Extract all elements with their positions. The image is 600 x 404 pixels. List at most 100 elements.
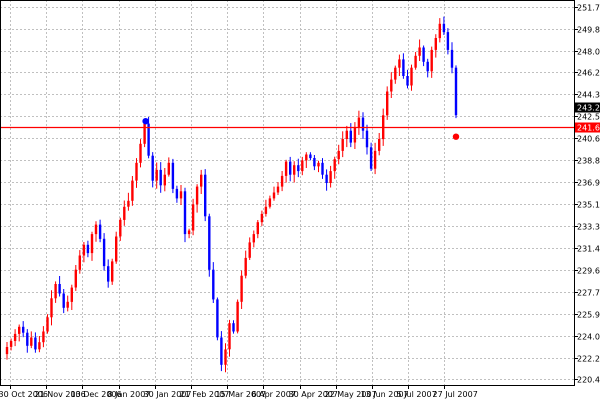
candle-body [369, 147, 373, 169]
candle-body [402, 59, 405, 76]
y-tick-label: 242.50 [577, 113, 600, 122]
candle-body [175, 188, 179, 199]
x-tick-label: 5 Jul 2007 [397, 390, 437, 399]
level-price-box [575, 122, 600, 133]
candle-body [232, 323, 235, 332]
candle-body [139, 143, 142, 163]
y-tick-label: 227.75 [577, 289, 600, 298]
candle-body [179, 191, 183, 199]
candle-body [333, 159, 336, 172]
y-tick-label: 251.70 [577, 4, 600, 13]
current-price-label: 243.27 [577, 104, 600, 113]
candle-body [284, 161, 288, 176]
candle-body [159, 169, 162, 186]
candle-body [438, 23, 441, 39]
candle-body [248, 242, 251, 258]
candle-body [86, 244, 90, 254]
candle-body [127, 200, 130, 207]
x-tick-label: 15 Mar 2007 [216, 390, 267, 399]
candle-body [50, 298, 53, 318]
candle-body [135, 162, 138, 181]
candle-body [289, 161, 292, 175]
x-tick-label: 27 Jul 2007 [433, 390, 478, 399]
y-tick-label: 233.30 [577, 223, 600, 232]
candle-body [301, 160, 304, 172]
y-tick-label: 238.80 [577, 157, 600, 166]
level-layer: 241.61 243.27 [0, 102, 600, 133]
candle-body [337, 150, 340, 160]
candle-body [325, 174, 328, 183]
candle-body [220, 337, 223, 365]
low-marker [452, 133, 460, 140]
y-tick-label: 225.90 [577, 311, 600, 320]
candle-body [378, 139, 381, 151]
candle-body [151, 155, 154, 181]
candle-body [276, 186, 280, 193]
candle-body [442, 23, 446, 33]
candle-body [74, 269, 77, 288]
candle-body [30, 337, 33, 346]
candle-body [446, 32, 450, 50]
candle-body [434, 38, 437, 50]
grid-layer [0, 0, 574, 385]
candle-body [406, 76, 409, 86]
candle-body [102, 238, 106, 267]
candle-body [204, 174, 207, 217]
candle-body [329, 171, 332, 183]
candle-body [236, 301, 239, 332]
candle-body [42, 331, 45, 343]
candle-body [410, 67, 413, 86]
x-tick-label: 13 Dec 2006 [71, 390, 122, 399]
candle-body [256, 222, 259, 235]
plot-frame [0, 0, 575, 386]
candle-body [22, 326, 25, 333]
candle-body [216, 299, 219, 338]
x-tick-label: 13 Jun 2007 [361, 390, 409, 399]
candle-body [321, 162, 324, 175]
candle-body [297, 165, 300, 172]
y-tick-label: 240.65 [577, 135, 600, 144]
y-tick-label: 249.85 [577, 26, 600, 35]
y-tick-label: 222.20 [577, 355, 600, 364]
candle-body [13, 333, 17, 341]
y-tick-label: 231.45 [577, 245, 600, 254]
candle-body [341, 139, 344, 151]
candle-body [18, 326, 21, 334]
candle-body [386, 91, 389, 116]
candle-body [62, 293, 65, 308]
candle-body [94, 224, 98, 235]
candle-body [38, 342, 41, 350]
candle-body [82, 244, 86, 256]
candle-body [195, 186, 199, 205]
x-tick-label: 30 Oct 2006 [0, 390, 48, 399]
candle-body [422, 47, 425, 62]
candle-body [224, 349, 227, 365]
candle-body [147, 123, 150, 156]
x-tick-label: 30 Apr 2007 [289, 390, 338, 399]
candle-body [361, 117, 365, 131]
candle-body [353, 127, 357, 143]
high-marker [142, 118, 149, 125]
candle-body [143, 123, 146, 144]
x-tick-label: 8 Jan 2007 [108, 390, 151, 399]
candle-body [107, 266, 110, 282]
candle-body [208, 216, 211, 270]
candle-body [66, 301, 69, 308]
y-tick-label: 224.05 [577, 333, 600, 342]
candle-body [54, 284, 57, 299]
candle-body [58, 284, 61, 294]
candle-body [313, 158, 316, 167]
candle-body [191, 204, 195, 231]
candles-layer [5, 16, 458, 373]
candle-body [119, 219, 122, 237]
candle-body [280, 175, 284, 187]
level-price-label: 241.61 [577, 124, 600, 133]
current-price-box [575, 102, 600, 113]
candle-body [317, 162, 320, 167]
candle-body [390, 79, 393, 92]
candle-body [309, 154, 312, 159]
candle-body [365, 130, 369, 148]
y-tick-label: 246.20 [577, 69, 600, 78]
candle-body [373, 150, 377, 169]
